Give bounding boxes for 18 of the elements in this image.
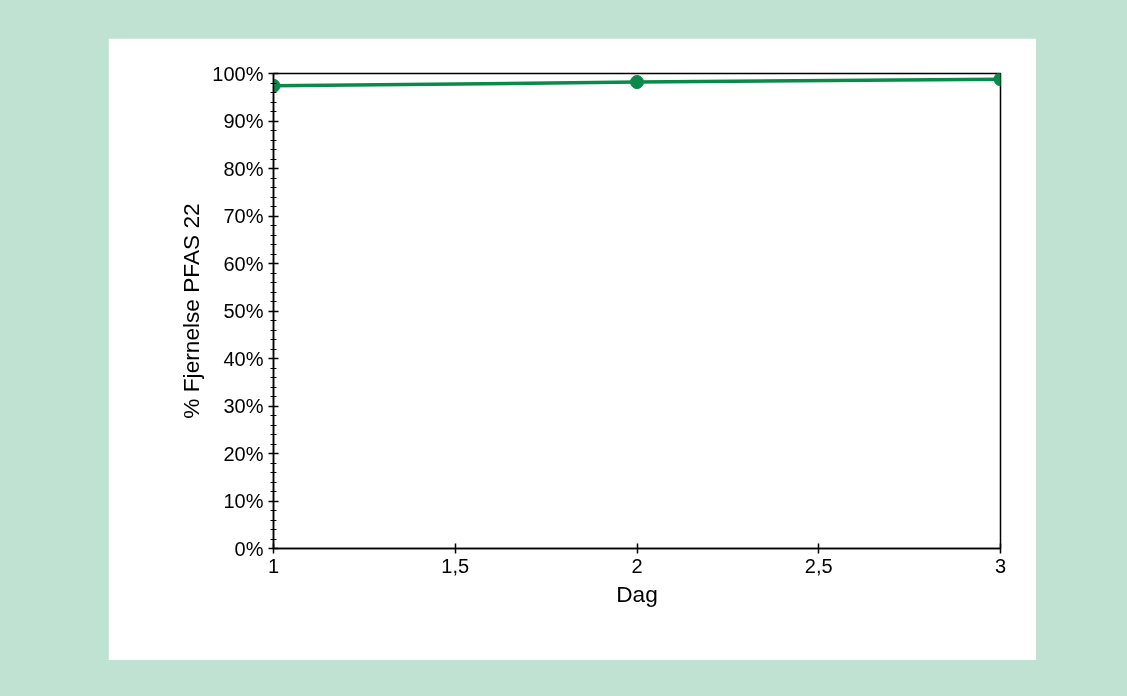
y-tick-label: 60% — [223, 252, 264, 275]
y-tick-label: 40% — [223, 347, 264, 370]
x-axis-title: Dag — [616, 580, 658, 607]
y-tick-label: 80% — [223, 157, 264, 180]
y-tick-label: 90% — [223, 110, 264, 132]
y-tick-label: 0% — [234, 537, 264, 560]
y-tick-label: 30% — [223, 395, 264, 417]
y-tick-label: 10% — [223, 490, 264, 512]
y-tick-label: 20% — [223, 442, 264, 465]
x-tick-label: 1,5 — [441, 554, 470, 577]
x-tick-label: 2,5 — [804, 554, 833, 577]
y-tick-label: 50% — [223, 300, 264, 322]
y-tick-label: 100% — [212, 62, 264, 85]
y-tick-label: 70% — [223, 205, 264, 227]
y-axis-title: % Fjernelse PFAS 22 — [178, 203, 205, 419]
x-tick-label: 1 — [267, 554, 280, 577]
x-tick-label: 2 — [631, 554, 643, 577]
x-tick-label: 3 — [994, 554, 1007, 577]
